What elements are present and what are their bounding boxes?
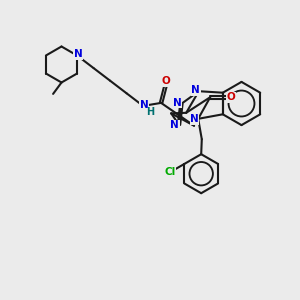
Text: N: N xyxy=(173,98,182,108)
Text: N: N xyxy=(170,120,179,130)
Text: Cl: Cl xyxy=(164,167,175,177)
Text: H: H xyxy=(146,107,155,117)
Text: N: N xyxy=(191,85,200,95)
Text: O: O xyxy=(161,76,170,86)
Text: N: N xyxy=(190,114,199,124)
Text: N: N xyxy=(74,49,83,59)
Text: N: N xyxy=(140,100,149,110)
Text: O: O xyxy=(226,92,235,102)
